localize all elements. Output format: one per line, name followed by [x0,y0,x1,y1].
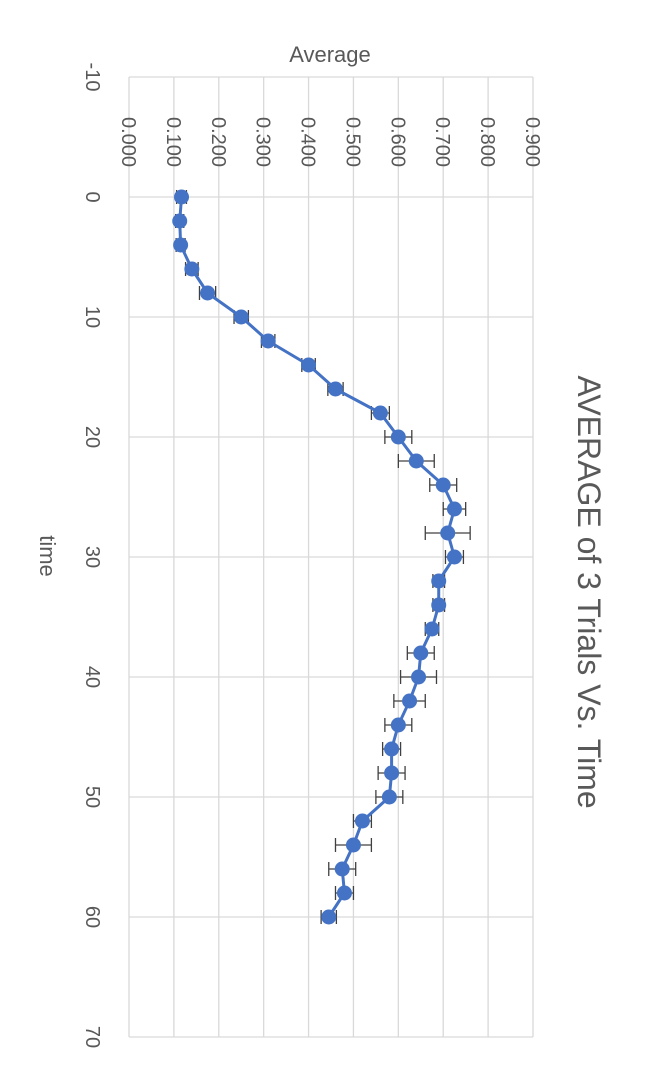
x-tick-label: 10 [81,306,103,328]
data-point [431,597,447,613]
x-tick-label: 30 [81,546,103,568]
data-point [173,237,189,253]
y-tick-label: 0.400 [297,117,319,167]
data-point [321,909,337,925]
data-point [354,813,370,829]
data-point [334,861,350,877]
y-tick-label: 0.200 [207,117,229,167]
data-point [260,333,276,349]
tick-labels: 0.000 0.100 0.200 0.300 0.400 0.500 0.600 0.700… [81,63,543,1049]
data-point [446,549,462,565]
y-tick-label: 0.100 [162,117,184,167]
y-tick-label: 0.000 [117,117,139,167]
data-point [384,741,400,757]
data-point [345,837,361,853]
data-point [381,789,397,805]
y-tick-label: 0.800 [476,117,498,167]
y-tick-label: 0.600 [386,117,408,167]
data-point [336,885,352,901]
x-tick-label: -10 [81,63,103,92]
data-point [327,381,343,397]
data-point [431,573,447,589]
data-point [390,429,406,445]
chart-title: AVERAGE of 3 Trials Vs. Time [571,375,607,808]
data-point [408,453,424,469]
data-point [301,357,317,373]
data-points [172,189,462,925]
data-point [233,309,249,325]
data-point [200,285,216,301]
y-tick-label: 0.900 [521,117,543,167]
data-point [390,717,406,733]
data-point [174,189,190,205]
data-point [184,261,200,277]
data-point [384,765,400,781]
data-point [440,525,456,541]
x-tick-label: 50 [81,786,103,808]
data-point [411,669,427,685]
y-tick-label: 0.300 [252,117,274,167]
data-point [446,501,462,517]
data-point [413,645,429,661]
x-tick-label: 70 [81,1026,103,1048]
x-tick-label: 40 [81,666,103,688]
grid-layer [128,76,534,1038]
data-point [424,621,440,637]
x-tick-label: 20 [81,426,103,448]
data-point [435,477,451,493]
data-point [372,405,388,421]
x-axis-label: time [35,535,60,577]
x-tick-label: 0 [81,191,103,202]
x-tick-label: 60 [81,906,103,928]
y-tick-label: 0.500 [341,117,363,167]
y-tick-label: 0.700 [431,117,453,167]
y-axis-label: Average [289,42,371,67]
data-point [172,213,188,229]
data-point [402,693,418,709]
